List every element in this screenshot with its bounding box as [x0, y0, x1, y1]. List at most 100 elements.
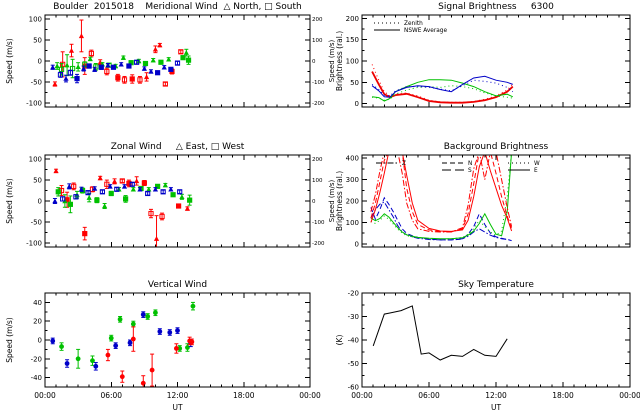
y-tick-label: -60: [348, 384, 359, 392]
x-tick-label: 12:00: [485, 391, 507, 400]
series-sky-temperature-line: [372, 305, 508, 361]
y-tick-label: 50: [33, 177, 42, 185]
series-blue-average: [371, 75, 513, 98]
right-tick-label: 200: [312, 157, 323, 163]
right-tick-label: -200: [312, 101, 325, 107]
y-tick-label: 100: [346, 219, 359, 227]
x-tick-label: 00:00: [299, 391, 321, 400]
legend-label-Z: Z: [402, 161, 406, 167]
panel-title-sky-temperature: Sky Temperature: [458, 280, 534, 290]
series-blue-zenith: [370, 201, 512, 241]
panel-title-signal-brightness: Signal Brightness 6300: [438, 2, 554, 12]
y-tick-label: 40: [33, 299, 42, 307]
series-green-meridional: [54, 48, 192, 79]
series-red-meridional: [52, 19, 184, 87]
series-red-north: [370, 155, 513, 233]
y-tick-label: 20: [33, 318, 42, 326]
plot-area-signal-brightness: [371, 64, 514, 104]
y-tick-label: 0: [38, 198, 42, 206]
right-axis-label: Speed (m/s): [328, 40, 336, 83]
panel-title-background-brightness: Background Brightness: [444, 142, 549, 152]
y-tick-label: 300: [346, 176, 359, 184]
x-tick-label: 18:00: [233, 391, 255, 400]
y-tick-label: 50: [350, 79, 359, 87]
y-tick-label: 0: [355, 240, 359, 248]
series-green-east: [370, 155, 512, 240]
panel-sky-temperature: -60 -50 -40 -30 -20 00:00 06:00 12:00 18:00 00:00…: [335, 280, 640, 412]
panel-background-brightness: 0 100 200 300 400 Background Brightness Bright…: [335, 142, 631, 248]
series-blue-zonal: [52, 181, 183, 205]
plot-area-zonal-wind: [52, 168, 193, 247]
y-tick-label: -20: [31, 355, 42, 363]
panel-title-meridional-wind: Boulder 2015018 Meridional Wind △ North,…: [53, 2, 301, 12]
x-tick-label: 06:00: [100, 391, 122, 400]
legend-label-NSWE Average: NSWE Average: [404, 28, 447, 34]
legend-label-Zenith: Zenith: [404, 21, 423, 27]
series-green-vertical: [59, 301, 196, 369]
y-tick-label: -50: [31, 78, 42, 86]
y-tick-label: -50: [348, 360, 359, 368]
series-red-zenith: [370, 155, 513, 233]
panel-zonal-wind: -100 -50 0 50 100 -200 -100 0 100 200 Speed (m/s) Z…: [5, 142, 336, 248]
x-tick-label: 06:00: [418, 391, 440, 400]
right-tick-label: -200: [312, 241, 325, 247]
axes-frame: [361, 292, 631, 388]
panel-signal-brightness: 0 50 100 150 200 Signal Brightness 6300 Bright…: [335, 2, 631, 108]
y-tick-label: -30: [348, 313, 359, 321]
y-tick-label: 150: [346, 36, 359, 44]
x-axis-label: UT: [491, 403, 501, 412]
panel-title-vertical-wind: Vertical Wind: [148, 280, 207, 290]
panel-meridional-wind: -100 -50 0 50 100 -200 -100 0 100 200 Speed (m/s) B…: [5, 2, 336, 108]
legend-label-S: S: [468, 168, 472, 174]
y-tick-label: 0: [355, 100, 359, 108]
x-tick-label: 00:00: [34, 391, 56, 400]
x-axis-label: UT: [172, 403, 182, 412]
y-tick-label: 200: [346, 198, 359, 206]
legend-label-W: W: [534, 161, 540, 167]
x-tick-label: 00:00: [351, 391, 373, 400]
y-tick-label: 400: [346, 155, 359, 163]
series-green-west: [370, 155, 512, 240]
plot-area-background-brightness: [370, 155, 513, 242]
series-red-average: [371, 71, 514, 104]
series-red-south: [370, 155, 513, 232]
plot-area-meridional-wind: [50, 19, 192, 87]
panel-title-zonal-wind: Zonal Wind △ East, □ West: [111, 142, 245, 152]
right-tick-label: 0: [312, 59, 316, 65]
series-blue-north: [370, 196, 512, 242]
legend-label-E: E: [534, 168, 538, 174]
y-tick-label: 0: [38, 337, 42, 345]
axes-frame: [361, 14, 631, 108]
right-tick-label: 0: [312, 199, 316, 205]
right-tick-label: 100: [312, 178, 323, 184]
series-red-zonal: [53, 168, 191, 247]
right-tick-label: -100: [312, 80, 325, 86]
series-blue-meridional: [50, 59, 181, 84]
axes-frame: [44, 292, 311, 388]
series-green-average: [372, 79, 514, 102]
right-tick-label: 200: [312, 17, 323, 23]
y-axis-label: Speed (m/s): [5, 178, 14, 224]
panel-vertical-wind: -40 -20 0 20 40 00:00 06:00 12:00 18:00 00:00 UT Ve…: [5, 280, 321, 412]
x-tick-label: 12:00: [167, 391, 189, 400]
y-tick-label: 100: [346, 58, 359, 66]
right-tick-label: -100: [312, 220, 325, 226]
series-red-vertical: [105, 326, 195, 387]
y-tick-label: -100: [26, 239, 42, 247]
right-tick-label: 100: [312, 38, 323, 44]
right-axis-label: Speed (m/s): [328, 180, 336, 223]
plot-area-sky-temperature: [372, 305, 508, 361]
y-axis-label: Speed (m/s): [5, 317, 14, 363]
y-tick-label: 200: [346, 15, 359, 23]
y-tick-label: 50: [33, 37, 42, 45]
x-tick-label: 00:00: [619, 391, 640, 400]
y-axis-label: Speed (m/s): [5, 38, 14, 84]
plot-area-vertical-wind: [50, 301, 196, 387]
y-axis-label: Brightness (ral.): [335, 171, 344, 231]
y-tick-label: -50: [31, 218, 42, 226]
y-tick-label: 0: [38, 58, 42, 66]
y-tick-label: -100: [26, 99, 42, 107]
y-tick-label: -40: [31, 374, 42, 382]
